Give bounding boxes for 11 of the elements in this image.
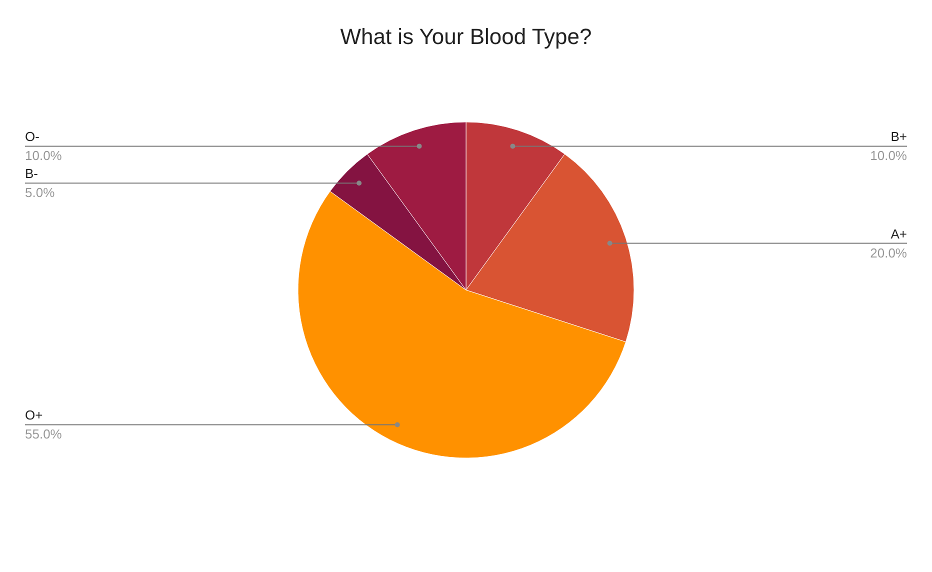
- data-label: 10.0%: [25, 148, 62, 164]
- slice-label: B+: [890, 129, 907, 144]
- data-label: 55.0%: [25, 426, 62, 442]
- slice-label: B-: [25, 166, 38, 182]
- slice-label: A+: [890, 226, 907, 242]
- data-label: 5.0%: [25, 185, 56, 200]
- data-label: 10.0%: [870, 148, 908, 164]
- data-label: 20.0%: [870, 245, 908, 260]
- slice-label: O-: [25, 129, 40, 144]
- chart-title: What is Your Blood Type?: [340, 24, 592, 49]
- slice-label: O+: [25, 408, 43, 423]
